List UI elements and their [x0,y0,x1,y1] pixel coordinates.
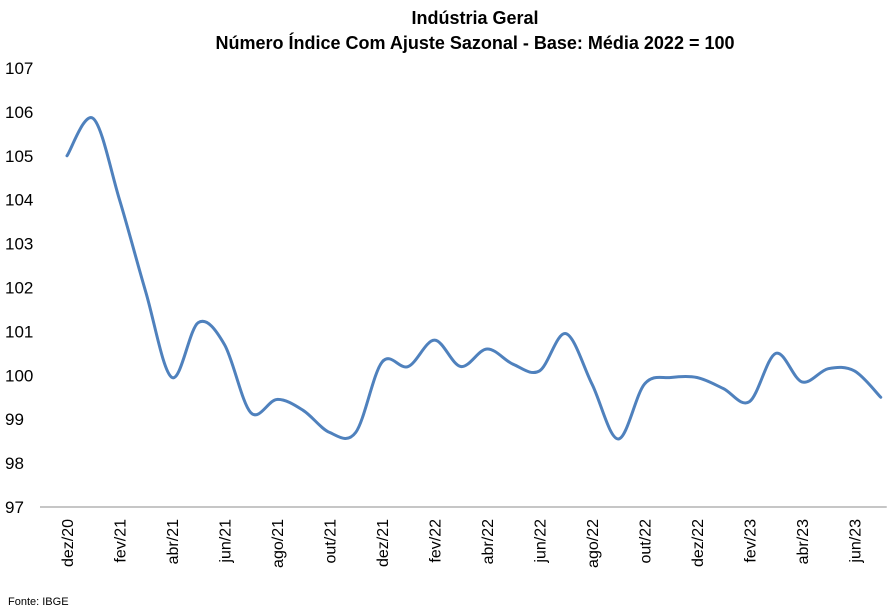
y-tick-label: 105 [5,147,33,166]
y-tick-label: 100 [5,366,33,385]
y-tick-label: 97 [5,498,24,517]
x-tick-label: jun/23 [848,519,865,564]
y-tick-label: 107 [5,59,33,78]
chart-subtitle: Número Índice Com Ajuste Sazonal - Base:… [215,33,735,53]
x-tick-label: dez/21 [375,519,392,567]
y-tick-label: 103 [5,235,33,254]
x-tick-label: ago/21 [270,519,287,568]
x-tick-label: jun/22 [533,519,550,564]
y-tick-label: 99 [5,410,24,429]
x-tick-label: out/21 [323,519,340,564]
chart-title: Indústria Geral [411,8,539,28]
chart-title-block: Indústria Geral Número Índice Com Ajuste… [0,6,893,56]
x-tick-label: abr/23 [795,519,812,564]
x-axis: dez/20 fev/21 abr/21 jun/21 ago/21 out/21 dez/… [40,506,887,568]
series-layer [65,116,883,441]
x-tick-label: fev/22 [428,519,445,563]
x-tick-label: fev/21 [113,519,130,563]
y-tick-label: 102 [5,279,33,298]
x-tick-label: dez/20 [60,519,77,567]
series-line [65,116,883,441]
y-axis: 97 98 99 100 101 102 103 104 105 106 107 [5,59,33,517]
x-tick-label: jun/21 [218,519,235,564]
y-tick-label: 98 [5,454,24,473]
x-tick-label: ago/22 [585,519,602,568]
x-tick-label: dez/22 [690,519,707,567]
y-tick-label: 104 [5,191,33,210]
y-tick-label: 101 [5,322,33,341]
x-tick-label: fev/23 [743,519,760,563]
x-tick-label: abr/22 [480,519,497,564]
x-tick-label: abr/21 [165,519,182,564]
y-tick-label: 106 [5,103,33,122]
source-note: Fonte: IBGE [8,596,69,608]
x-tick-label: out/22 [638,519,655,564]
